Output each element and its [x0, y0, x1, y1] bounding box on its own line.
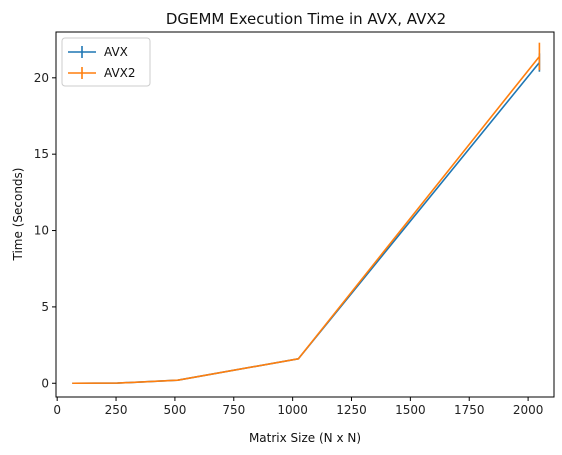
legend: AVX AVX2	[61, 37, 151, 87]
plot-border	[55, 31, 555, 398]
x-tick-label: 1000	[277, 403, 308, 417]
legend-items: AVX AVX2	[68, 45, 136, 80]
x-tick-label: 1250	[336, 403, 367, 417]
plot-area	[56, 32, 554, 397]
chart-title: DGEMM Execution Time in AVX, AVX2	[166, 10, 446, 28]
y-axis-ticks: 0 5 10 15 20	[34, 71, 56, 390]
x-tick-label: 0	[53, 403, 61, 417]
x-axis-label: Matrix Size (N x N)	[249, 431, 361, 445]
x-tick-label: 1500	[395, 403, 426, 417]
legend-box	[61, 37, 151, 87]
x-tick-label: 750	[222, 403, 245, 417]
x-tick-label: 2000	[513, 403, 544, 417]
legend-label-avx: AVX	[104, 45, 128, 59]
y-tick-label: 10	[34, 224, 49, 238]
y-axis-label: Time (Seconds)	[11, 168, 25, 262]
y-tick-label: 0	[41, 376, 49, 390]
x-tick-label: 250	[105, 403, 128, 417]
x-tick-label: 500	[163, 403, 186, 417]
y-tick-label: 15	[34, 147, 49, 161]
x-tick-label: 1750	[454, 403, 485, 417]
x-axis-ticks: 0 250 500 750 1000 1250 1500 1750 2000	[53, 397, 543, 417]
series-layer	[72, 42, 541, 385]
y-tick-label: 20	[34, 71, 49, 85]
legend-label-avx2: AVX2	[104, 66, 136, 80]
y-tick-label: 5	[41, 300, 49, 314]
